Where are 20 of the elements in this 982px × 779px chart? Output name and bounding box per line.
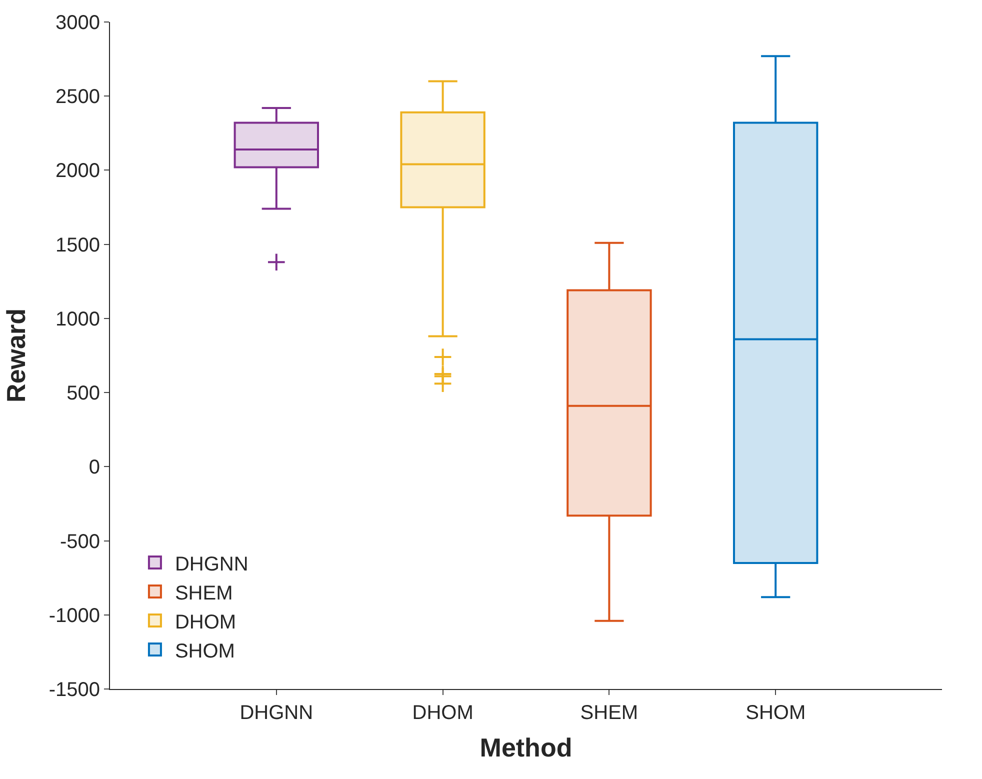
- x-tick-label: DHGNN: [240, 702, 314, 724]
- legend-label: SHEM: [174, 582, 233, 604]
- y-tick-label: 1000: [56, 308, 100, 330]
- legend-label: DHOM: [174, 611, 236, 634]
- x-tick-label: SHOM: [746, 702, 806, 724]
- y-tick-label: 1500: [56, 234, 100, 256]
- y-tick-label: 0: [88, 456, 100, 479]
- y-tick-label: -1000: [48, 604, 100, 627]
- y-tick-label: 2000: [56, 160, 100, 182]
- y-axis-title: Reward: [1, 308, 32, 402]
- x-tick-label: SHEM: [580, 702, 638, 724]
- y-tick-label: 2500: [56, 86, 100, 108]
- y-tick-label: -1500: [48, 679, 100, 701]
- x-axis-title: Method: [480, 732, 572, 763]
- y-tick-label: 3000: [56, 12, 100, 34]
- legend-label: DHGNN: [174, 553, 248, 576]
- x-tick-label: DHOM: [412, 702, 474, 724]
- legend-label: SHOM: [174, 640, 235, 662]
- y-tick-label: -500: [60, 530, 100, 553]
- y-tick-label: 500: [66, 382, 100, 405]
